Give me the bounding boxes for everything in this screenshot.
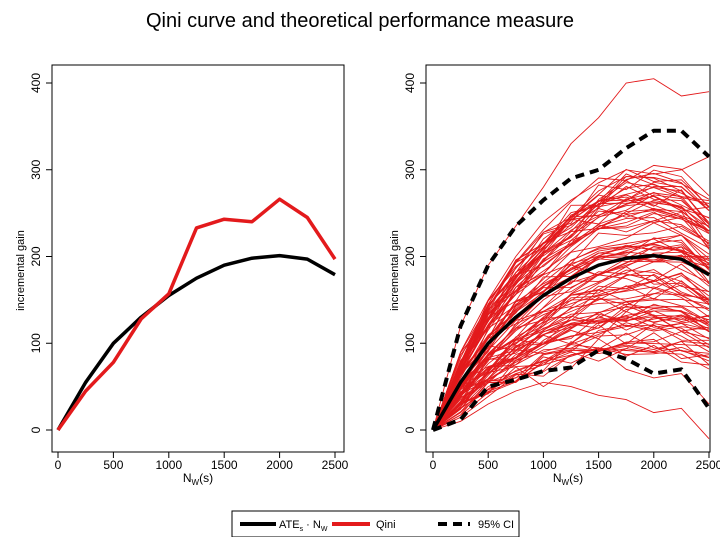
simulated-qini-line	[432, 286, 710, 431]
simulated-qini-line	[432, 293, 710, 431]
panel-1: 0 500 1000 1500 2000 2500 0 100 200 300 400 NW(s) in…	[15, 64, 349, 487]
simulated-qini-line	[432, 280, 710, 431]
ate-curve	[56, 253, 336, 431]
x-tick-label: 2500	[322, 458, 349, 472]
legend-ci-label: 95% CI	[478, 519, 514, 531]
x-tick-label: 0	[430, 458, 437, 472]
qini-curve	[56, 197, 337, 432]
legend-ate-label: ATEs · NW	[279, 519, 328, 533]
simulated-qini-line	[432, 310, 710, 431]
x-tick-label: 1500	[585, 458, 612, 472]
simulated-qini-line	[432, 344, 710, 431]
simulated-qini-line	[432, 222, 710, 431]
y-tick-label: 200	[29, 246, 43, 266]
simulated-qini-line	[432, 246, 710, 431]
panel-2: 0 500 1000 1500 2000 2500 0 100 200 300 400 NW(s) in…	[389, 64, 720, 487]
simulated-qini-line	[432, 308, 710, 431]
legend: ATEs · NW Qini 95% CI	[231, 510, 520, 537]
simulated-qini-line	[432, 234, 710, 431]
plot-frame	[51, 64, 345, 453]
ci-lower-line	[432, 348, 711, 432]
simulated-qini-line	[432, 244, 710, 431]
simulated-qini-line	[432, 332, 710, 431]
x-tick-label: 2000	[640, 458, 667, 472]
y-tick-label: 300	[29, 159, 43, 179]
simulated-qini-line	[432, 348, 710, 431]
simulated-qini-line	[432, 315, 710, 431]
x-tick-label: 2500	[696, 458, 720, 472]
x-axis-label: NW(s)	[553, 471, 583, 487]
simulated-qini-line	[432, 315, 710, 431]
y-axis-label: incremental gain	[15, 230, 27, 311]
chart-title: Qini curve and theoretical performance m…	[146, 10, 574, 32]
y-tick-label: 400	[29, 73, 43, 93]
simulated-qini-line	[432, 263, 710, 431]
simulated-qini-line	[432, 185, 710, 431]
x-tick-label: 1000	[530, 458, 557, 472]
ci-upper-line	[431, 128, 711, 431]
simulated-qini-line	[432, 199, 710, 431]
simulated-qini-line	[432, 305, 710, 431]
y-tick-label: 100	[403, 333, 417, 353]
simulated-qini-line	[432, 280, 710, 431]
simulated-qini-line	[432, 256, 710, 431]
x-axis-label: NW(s)	[183, 471, 213, 487]
legend-qini-label: Qini	[376, 519, 396, 531]
simulated-qini-line	[432, 298, 710, 431]
ate-curve	[431, 253, 710, 431]
simulated-qini-line	[432, 381, 710, 440]
x-tick-label: 500	[478, 458, 498, 472]
y-tick-label: 200	[403, 246, 417, 266]
simulated-qini-line	[432, 173, 710, 431]
plot-frame	[425, 64, 711, 453]
simulated-qini-line	[432, 210, 710, 431]
x-tick-label: 2000	[266, 458, 293, 472]
x-tick-label: 500	[103, 458, 123, 472]
simulated-qini-line	[432, 310, 710, 431]
y-tick-label: 400	[403, 73, 417, 93]
legend-box	[231, 510, 520, 537]
simulated-qini-line	[432, 301, 710, 431]
y-tick-label: 100	[29, 333, 43, 353]
simulated-qini-line	[432, 156, 710, 431]
x-tick-label: 0	[55, 458, 62, 472]
simulated-qini-line	[432, 347, 710, 431]
x-tick-label: 1000	[155, 458, 182, 472]
y-tick-label: 0	[403, 426, 417, 433]
y-axis-label: incremental gain	[389, 230, 401, 311]
simulated-qini-line	[432, 194, 710, 431]
x-tick-label: 1500	[211, 458, 238, 472]
y-tick-label: 0	[29, 426, 43, 433]
y-tick-label: 300	[403, 159, 417, 179]
simulated-qini-line	[432, 195, 710, 431]
simulated-qini-line	[432, 164, 710, 431]
simulated-qini-line	[432, 324, 710, 431]
